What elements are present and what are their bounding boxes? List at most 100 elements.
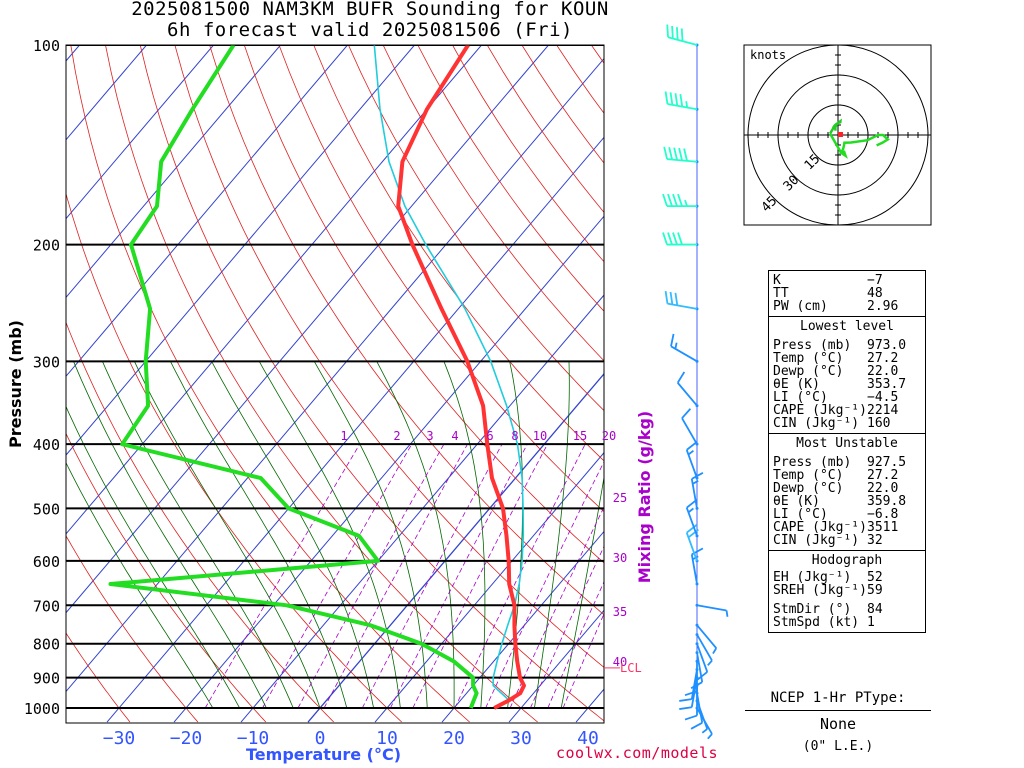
wind-barb-staff	[690, 478, 698, 509]
isotherm-line	[173, 215, 604, 723]
mu-press-label: Press (mb)	[773, 455, 852, 470]
mu-press-row: Press (mb) 927.5	[773, 456, 925, 469]
temperature-tick-label: −20	[170, 728, 203, 749]
tt-label: TT	[773, 286, 789, 301]
pressure-tick-label: 200	[33, 237, 60, 255]
mixing-ratio-label: 10	[533, 429, 547, 443]
sreh-value: 59	[867, 583, 883, 598]
wind-barb-flag	[667, 232, 673, 245]
moist-adiabat	[66, 461, 214, 709]
mixing-ratio-line	[485, 460, 604, 709]
pressure-tick-label: 100	[33, 37, 60, 55]
wind-barb-flag	[670, 333, 675, 347]
dry-adiabat	[66, 632, 131, 723]
dry-adiabat	[278, 45, 604, 513]
wind-barb-staff	[685, 507, 698, 537]
wind-barb-flag	[696, 671, 708, 681]
wind-barb-staff	[667, 302, 698, 310]
wind-barb-flag	[690, 681, 703, 689]
wind-barb-flag	[679, 706, 692, 710]
unstable-header: Most Unstable	[769, 437, 925, 450]
most-unstable-section: Most Unstable Press (mb) 927.5 Temp (°C) 2…	[769, 434, 925, 551]
wind-barb-flag	[662, 232, 668, 245]
eh-label: EH (Jkg⁻¹)	[773, 570, 852, 585]
lowest-dewp-value: 22.0	[867, 364, 899, 379]
lowest-level-header: Lowest level	[769, 320, 925, 333]
wind-barb	[695, 603, 729, 617]
lowest-cin-value: 160	[867, 416, 891, 431]
stmspd-value: 1	[867, 615, 875, 630]
mu-li-value: −6.8	[867, 507, 899, 522]
temperature-tick-label: 20	[443, 728, 465, 749]
wind-barb-flag	[687, 528, 699, 539]
dry-adiabat	[313, 45, 604, 462]
pw-value: 2.96	[867, 299, 899, 314]
ptype-panel: NCEP 1-Hr PType: None (0" L.E.)	[745, 690, 931, 754]
eh-value: 52	[867, 570, 883, 585]
lowest-level-section: Lowest level Press (mb) 973.0 Temp (°C) 27…	[769, 317, 925, 434]
wind-barb	[684, 659, 699, 697]
wind-barb-flag	[677, 232, 683, 245]
mixing-ratio-line	[412, 444, 548, 709]
mu-cape-value: 3511	[867, 520, 899, 535]
wind-barb-flag	[669, 291, 674, 305]
wind-barb-flag	[686, 524, 698, 534]
mu-temp-value: 27.2	[867, 468, 899, 483]
isotherm-line	[66, 45, 348, 378]
wind-barb-half-flag	[684, 199, 688, 207]
wind-barb	[695, 706, 713, 740]
pressure-tick-label: 400	[33, 436, 60, 454]
mixing-ratio-label: 2	[393, 429, 400, 443]
dry-adiabat	[139, 45, 604, 722]
sreh-label: SREH (Jkg⁻¹)	[773, 583, 867, 598]
mu-thetae-label: θE (K)	[773, 494, 820, 509]
isotherm-line	[307, 372, 604, 723]
mixing-ratio-side-label: 40	[613, 655, 627, 669]
mu-cin-label: CIN (Jkg⁻¹)	[773, 533, 860, 548]
wind-barb-flag	[671, 25, 674, 39]
mu-li-label: LI (°C)	[773, 507, 828, 522]
lowest-thetae-label: θE (K)	[773, 377, 820, 392]
wind-barb-half-flag	[707, 733, 713, 740]
mu-thetae-value: 359.8	[867, 494, 907, 509]
isotherm-line	[66, 45, 549, 614]
lowest-dewp-label: Dewp (°C)	[773, 364, 844, 379]
wind-barb-staff	[696, 643, 709, 673]
hodograph-trace	[829, 118, 842, 135]
mu-dewp-label: Dewp (°C)	[773, 481, 844, 496]
ptype-liquid: (0" L.E.)	[802, 739, 874, 754]
dry-adiabat	[66, 192, 402, 723]
mu-dewp-value: 22.0	[867, 481, 899, 496]
temperature-tick-label: 10	[376, 728, 398, 749]
y-axis-label: Pressure (mb)	[6, 320, 25, 448]
wind-barb-flag	[679, 94, 684, 107]
chart-subtitle: 6h forecast valid 2025081506 (Fri)	[167, 19, 573, 41]
dry-adiabat	[66, 432, 267, 723]
isotherm-line	[374, 451, 604, 723]
moist-adiabat	[534, 361, 570, 709]
mixing-ratio-side-label: 35	[613, 605, 627, 619]
wind-barb-staff	[696, 604, 727, 612]
wind-barb-flag	[663, 146, 668, 160]
k-label: K	[773, 273, 781, 288]
wind-barb-half-flag	[685, 101, 689, 108]
temperature-trace	[396, 45, 526, 710]
lowest-press-value: 973.0	[867, 338, 907, 353]
mu-press-value: 927.5	[867, 455, 907, 470]
wind-barb-flag	[676, 371, 686, 384]
pressure-tick-label: 500	[33, 500, 60, 518]
pressure-tick-label: 600	[33, 553, 60, 571]
dry-adiabat	[452, 45, 604, 263]
moist-adiabat	[134, 361, 321, 709]
stmspd-label: StmSpd (kt)	[773, 615, 860, 630]
mixing-ratio-label: 3	[426, 429, 433, 443]
wind-barb-flag	[666, 24, 669, 38]
wind-barb	[681, 408, 699, 446]
isotherm-line	[106, 136, 604, 723]
wind-barb	[664, 91, 699, 111]
mu-cin-row: CIN (Jkg⁻¹) 32	[773, 534, 925, 547]
temperature-tick-label: 40	[577, 728, 599, 749]
ptype-value: None	[819, 715, 857, 733]
wind-barb	[676, 371, 699, 408]
